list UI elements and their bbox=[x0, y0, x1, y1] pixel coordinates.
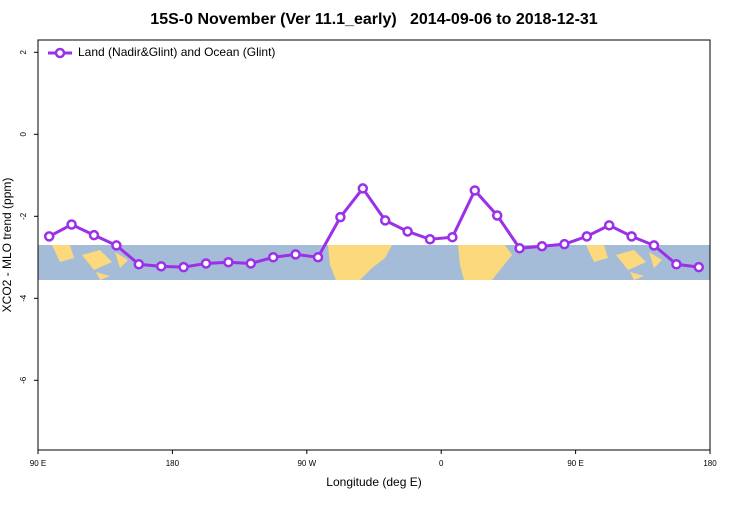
data-point bbox=[312, 252, 324, 263]
x-tick-label: 180 bbox=[166, 459, 180, 468]
data-point bbox=[469, 185, 481, 196]
data-point bbox=[335, 211, 346, 223]
data-point bbox=[111, 240, 122, 251]
y-tick-label: -4 bbox=[19, 294, 28, 302]
data-point bbox=[648, 240, 660, 251]
data-point bbox=[133, 259, 145, 270]
y-tick-label: 2 bbox=[19, 50, 28, 55]
data-point bbox=[43, 231, 55, 242]
data-point bbox=[671, 259, 682, 270]
data-point bbox=[581, 231, 593, 242]
y-tick-label: -6 bbox=[19, 376, 28, 384]
data-point bbox=[491, 210, 503, 221]
y-tick-label: 0 bbox=[19, 132, 28, 137]
data-point bbox=[536, 240, 548, 252]
data-point bbox=[424, 234, 436, 245]
data-point bbox=[626, 231, 637, 242]
data-point bbox=[603, 220, 615, 231]
data-point bbox=[200, 258, 212, 269]
legend-label: Land (Nadir&Glint) and Ocean (Glint) bbox=[78, 45, 275, 59]
data-point bbox=[88, 229, 100, 241]
x-tick-label: 90 E bbox=[30, 459, 46, 468]
chart-title: 15S-0 November (Ver 11.1_early) 2014-09-… bbox=[150, 11, 597, 28]
x-tick-label: 90 W bbox=[297, 459, 316, 468]
x-tick-label: 0 bbox=[439, 459, 444, 468]
data-point bbox=[267, 252, 279, 263]
data-point bbox=[290, 249, 301, 260]
data-point bbox=[357, 183, 369, 194]
x-axis-label: Longitude (deg E) bbox=[326, 475, 421, 489]
y-axis-label: XCO2 - MLO trend (ppm) bbox=[0, 178, 14, 313]
y-tick-label: -2 bbox=[19, 212, 28, 220]
data-point bbox=[693, 261, 705, 273]
data-point bbox=[402, 226, 413, 237]
data-point bbox=[379, 215, 391, 226]
x-tick-label: 90 E bbox=[567, 459, 583, 468]
data-point bbox=[223, 256, 234, 268]
data-point bbox=[447, 231, 458, 243]
data-point bbox=[559, 238, 570, 250]
data-point bbox=[514, 243, 525, 254]
data-point bbox=[178, 261, 189, 273]
x-tick-label: 180 bbox=[703, 459, 717, 468]
map-band bbox=[38, 245, 710, 280]
data-point bbox=[155, 261, 167, 272]
data-point bbox=[66, 219, 77, 230]
data-point bbox=[245, 258, 257, 269]
plot-frame bbox=[37, 39, 711, 451]
legend-marker bbox=[54, 47, 66, 59]
